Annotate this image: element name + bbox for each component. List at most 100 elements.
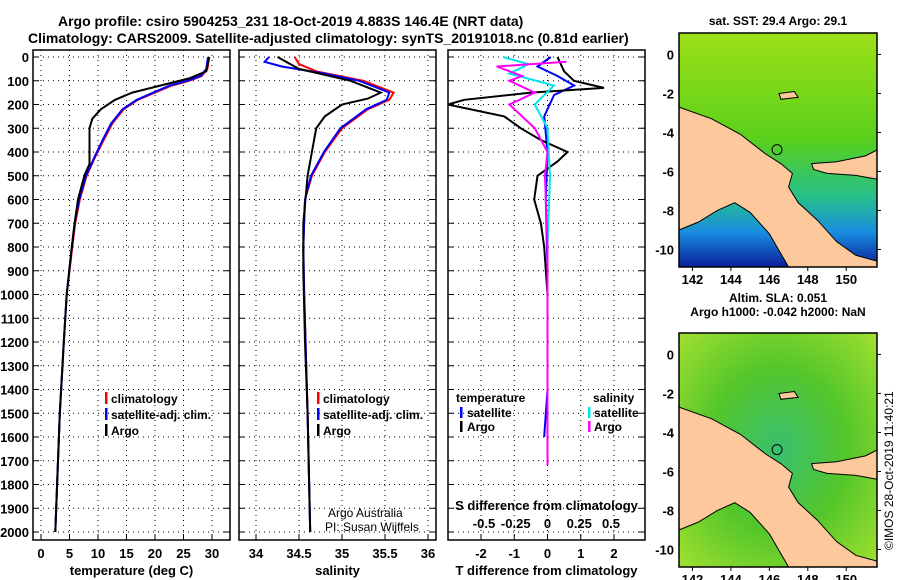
sla-map-title-2: Argo h1000: -0.042 h2000: NaN <box>690 305 865 319</box>
series-t-argo <box>447 56 605 437</box>
x-tick-label: 35.5 <box>372 546 397 561</box>
legend-swatch <box>317 392 320 404</box>
x2-axis-label: S difference from climatology <box>455 498 639 513</box>
sst-map-lat-tick-label: -6 <box>662 164 674 179</box>
legend-label: satellite <box>467 406 512 420</box>
x-axis-label: T difference from climatology <box>455 563 638 578</box>
y-tick-label: 500 <box>7 169 29 184</box>
y-tick-label: 1200 <box>0 335 29 350</box>
sla-map-land-manus <box>778 390 800 400</box>
sla-map-argo-location-marker <box>771 444 783 456</box>
y-tick-label: 400 <box>7 145 29 160</box>
legend-swatch <box>317 408 320 420</box>
sla-map-lat-tick-label: -2 <box>662 386 674 401</box>
x-tick-label: 2 <box>610 546 617 561</box>
sst-map-land-manus <box>778 90 800 100</box>
sst-map-lat-tick-label: 0 <box>667 47 674 62</box>
sst-map-argo-location-marker <box>771 144 783 156</box>
legend-label: climatology <box>323 392 390 406</box>
x-tick-label: -1 <box>508 546 520 561</box>
x-tick-label: 1 <box>577 546 584 561</box>
pi-text: PI: Susan Wijffels <box>325 520 419 534</box>
y-tick-label: 300 <box>7 121 29 136</box>
x-tick-label: 10 <box>91 546 105 561</box>
legend-swatch <box>460 421 463 432</box>
legend-swatch <box>460 407 463 418</box>
series-argo <box>277 56 384 533</box>
x2-tick-label: 0 <box>544 516 551 531</box>
x-tick-label: 20 <box>148 546 162 561</box>
x-tick-label: 34 <box>249 546 264 561</box>
sla-map-lon-tick-label: 150 <box>835 572 857 580</box>
sst-map-lat-tick-label: -8 <box>662 203 674 218</box>
y-tick-label: 1300 <box>0 359 29 374</box>
y-tick-label: 900 <box>7 264 29 279</box>
title-line-1: Argo profile: csiro 5904253_231 18-Oct-2… <box>58 13 524 29</box>
legend-swatch <box>105 408 108 420</box>
legend-swatch <box>588 407 591 418</box>
x-tick-label: 30 <box>205 546 219 561</box>
sst-map-lon-tick-label: 146 <box>758 272 780 287</box>
series-argo <box>54 56 211 533</box>
legend-swatch <box>105 392 108 404</box>
legend-label: satellite <box>594 406 639 420</box>
sla-map-lat-tick-label: -4 <box>662 425 674 440</box>
x-axis-label: temperature (deg C) <box>70 563 194 578</box>
sla-map-lon-tick-label: 144 <box>720 572 742 580</box>
sst-map-lat-tick-label: -4 <box>662 125 674 140</box>
series-s-argo <box>496 60 567 466</box>
x-tick-label: 34.5 <box>286 546 311 561</box>
x2-tick-label: 0.25 <box>567 516 592 531</box>
sst-map-frame <box>678 32 878 268</box>
legend-title-temperature: temperature <box>456 391 526 405</box>
y-tick-label: 2000 <box>0 525 29 540</box>
y-tick-label: 1100 <box>1 311 29 326</box>
x-tick-label: 25 <box>176 546 190 561</box>
sla-map-frame <box>678 332 878 568</box>
y-tick-label: 1500 <box>0 406 29 421</box>
legend-title-salinity: salinity <box>593 391 635 405</box>
x-tick-label: 15 <box>119 546 133 561</box>
y-tick-label: 100 <box>7 74 29 89</box>
y-tick-label: 1600 <box>0 430 29 445</box>
sst-map-lon-tick-label: 142 <box>682 272 704 287</box>
x-tick-label: -2 <box>475 546 487 561</box>
legend-swatch <box>317 424 320 436</box>
sst-map-lon-tick-label: 144 <box>720 272 742 287</box>
legend-label: Argo <box>594 420 622 434</box>
sst-map-lon-tick-label: 150 <box>835 272 857 287</box>
x-tick-label: 36 <box>421 546 435 561</box>
sla-map-lat-tick-label: 0 <box>667 347 674 362</box>
y-tick-label: 1400 <box>0 383 29 398</box>
x2-tick-label: -0.5 <box>473 516 495 531</box>
y-tick-label: 1700 <box>0 454 29 469</box>
sst-map-title: sat. SST: 29.4 Argo: 29.1 <box>709 14 848 28</box>
sla-map-lat-tick-label: -10 <box>655 542 674 557</box>
sst-map-lon-tick-label: 148 <box>797 272 819 287</box>
legend-label: satellite-adj. clim. <box>111 408 211 422</box>
y-tick-label: 200 <box>7 98 29 113</box>
sst-map-lat-tick-label: -10 <box>655 242 674 257</box>
sla-map-lon-tick-label: 146 <box>758 572 780 580</box>
x2-tick-label: -0.25 <box>501 516 531 531</box>
legend-label: Argo <box>323 424 351 438</box>
x2-tick-label: 0.5 <box>602 516 620 531</box>
y-tick-label: 700 <box>7 216 29 231</box>
temperature-plot-frame <box>32 49 231 541</box>
sla-map-lat-tick-label: -6 <box>662 464 674 479</box>
x-tick-label: 0 <box>544 546 551 561</box>
sla-map-lat-tick-label: -8 <box>662 503 674 518</box>
sla-map-title-1: Altim. SLA: 0.051 <box>729 291 827 305</box>
y-tick-label: 1000 <box>0 288 29 303</box>
y-tick-label: 0 <box>22 50 29 65</box>
sla-map-land-new-guinea <box>678 406 878 568</box>
sla-map-lon-tick-label: 142 <box>682 572 704 580</box>
legend-swatch <box>588 421 591 432</box>
x-tick-label: 5 <box>66 546 73 561</box>
legend-label: climatology <box>111 392 178 406</box>
salinity-plot-frame <box>238 49 437 541</box>
legend-label: Argo <box>111 424 139 438</box>
x-tick-label: 0 <box>37 546 44 561</box>
